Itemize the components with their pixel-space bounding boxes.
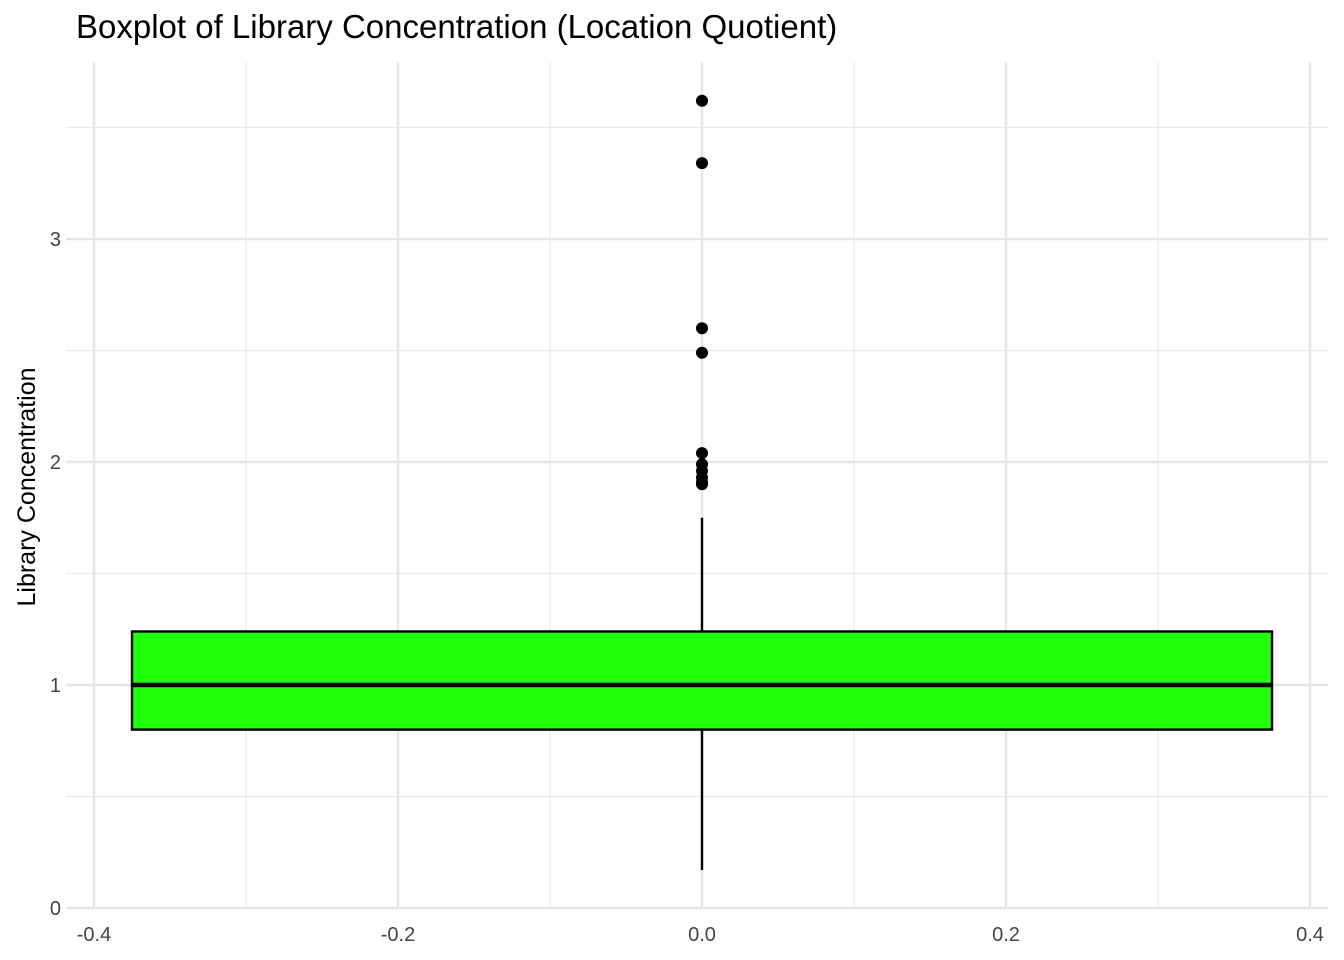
boxplot: [130, 517, 1274, 871]
outlier-point: [696, 322, 708, 335]
tick-labels: -0.4 -0.2 0.0 0.2 0.4 0 1 2 3: [50, 229, 1324, 946]
y-tick-label: 3: [50, 229, 61, 251]
y-tick-label: 1: [50, 675, 61, 697]
x-tick-label: 0.4: [1296, 924, 1324, 946]
outlier-point: [696, 478, 708, 491]
x-tick-label: 0.2: [992, 924, 1020, 946]
outlier-point: [696, 157, 708, 170]
x-tick-label: -0.2: [381, 924, 415, 946]
x-tick-label: 0.0: [688, 924, 716, 946]
x-tick-label: -0.4: [77, 924, 111, 946]
y-axis-title: Library Concentration: [13, 367, 41, 606]
outlier-point: [696, 94, 708, 107]
outlier-point: [696, 346, 708, 359]
y-tick-label: 2: [50, 452, 61, 474]
outlier-points: [696, 94, 708, 491]
chart-title: Boxplot of Library Concentration (Locati…: [76, 8, 838, 45]
y-tick-label: 0: [50, 898, 61, 920]
interquartile-box: [130, 630, 1274, 731]
outlier-point: [696, 447, 708, 460]
